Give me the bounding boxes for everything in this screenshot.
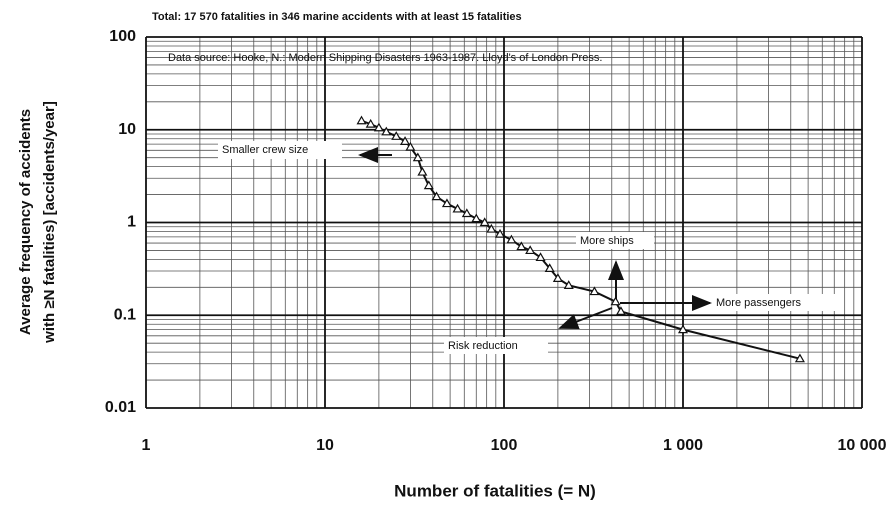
data-point (381, 126, 392, 136)
data-point (552, 273, 563, 282)
data-point (423, 180, 434, 190)
y-tick-label: 0.01 (105, 399, 136, 416)
y-tick-label: 10 (118, 121, 136, 138)
annotation: More passengers (716, 297, 801, 309)
data-point (544, 263, 555, 272)
y-axis-label: Average frequency of accidents (17, 109, 34, 335)
data-point (412, 152, 423, 162)
chart-title: Total: 17 570 fatalities in 346 marine a… (152, 11, 522, 23)
data-point (525, 245, 536, 255)
annotation-bg (444, 337, 548, 354)
x-tick-label: 10 000 (838, 437, 887, 454)
source-note: Data source: Hooke, N.: Modern Shipping … (168, 52, 602, 64)
data-point (494, 228, 506, 238)
data-point (506, 234, 517, 244)
y-axis-label: with ≥N fatalities) [accidents/year] (41, 101, 58, 344)
data-point (417, 166, 428, 176)
data-point (356, 115, 367, 125)
annotation-bg (218, 141, 342, 159)
arrow (558, 307, 613, 330)
x-axis-label: Number of fatalities (= N) (394, 481, 596, 500)
annotation-bg (576, 232, 654, 249)
data-point (677, 324, 689, 334)
x-tick-label: 10 (316, 437, 334, 454)
data-point (486, 223, 497, 233)
data-point (479, 217, 490, 227)
grid (145, 36, 863, 409)
annotation-bg (712, 294, 842, 311)
y-tick-label: 100 (109, 28, 136, 45)
data-point (405, 141, 416, 151)
y-tick-label: 0.1 (114, 306, 136, 323)
annotation: Risk reduction (448, 340, 518, 352)
data-point (365, 118, 376, 128)
data-point (471, 213, 482, 223)
x-tick-label: 100 (491, 437, 518, 454)
data-point (610, 296, 621, 306)
data-point (516, 241, 527, 251)
data-point (615, 306, 626, 316)
data-point (794, 353, 805, 363)
y-tick-label: 1 (127, 214, 136, 231)
annotation: More ships (580, 235, 634, 247)
data-point (391, 131, 402, 140)
x-tick-label: 1 (142, 437, 151, 454)
x-tick-label: 1 000 (663, 437, 703, 454)
data-point (461, 208, 472, 218)
data-point (400, 136, 411, 145)
data-point (589, 286, 600, 296)
data-point (441, 198, 452, 208)
data-point (535, 252, 546, 262)
annotation: Smaller crew size (222, 144, 308, 156)
data-point (452, 203, 463, 213)
data-point (563, 280, 574, 289)
data-point (431, 191, 442, 201)
data-point (373, 122, 384, 132)
